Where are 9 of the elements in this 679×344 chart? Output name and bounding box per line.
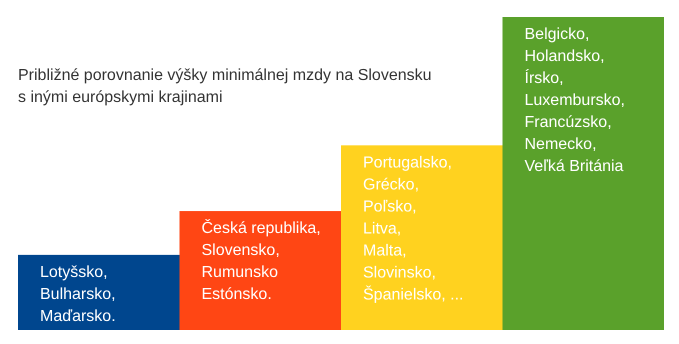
x-tick-label: Belgicko, Holandsko, Írsko, Luxembursko, Francúzsko, Nemecko, Veľká Británia — [524, 26, 625, 175]
bar — [341, 145, 502, 330]
bar — [180, 211, 341, 330]
x-tick-label: Lotyšsko, Bulharsko, Maďarsko. — [40, 264, 116, 325]
bar — [18, 254, 180, 330]
x-tick-label: Česká republika, Slovensko, Rumunsko Estónsko. — [202, 219, 321, 304]
bar — [502, 17, 664, 330]
text: Približné porovnanie výšky minimálnej mzdy na Slovensku s inými európskymi krajinami — [18, 67, 432, 106]
x-tick-label: Portugalsko, Grécko, Poľsko, Litva, Malta, Slovinsko, Španielsko, ... — [363, 154, 464, 304]
